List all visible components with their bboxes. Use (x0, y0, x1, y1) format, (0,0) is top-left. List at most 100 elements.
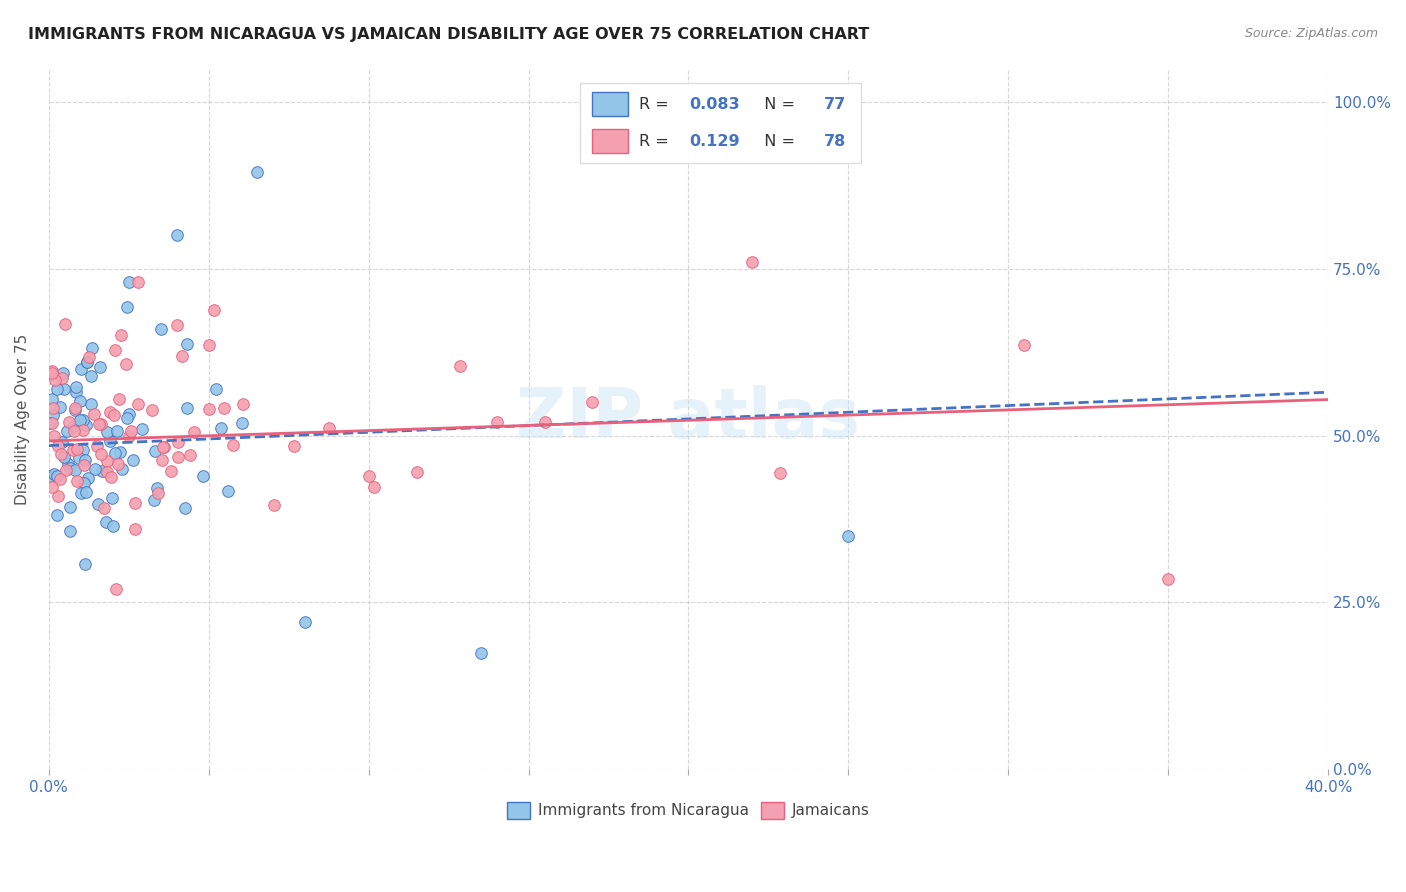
Text: IMMIGRANTS FROM NICARAGUA VS JAMAICAN DISABILITY AGE OVER 75 CORRELATION CHART: IMMIGRANTS FROM NICARAGUA VS JAMAICAN DI… (28, 27, 869, 42)
Point (58, 457, 80, 471)
Point (41, 408, 63, 422)
Point (283, 439, 305, 453)
Bar (592, 92, 628, 116)
Point (52, 382, 75, 396)
Point (86, 439, 108, 453)
Point (100, 469, 122, 483)
Point (166, 450, 188, 465)
Point (59, 524, 82, 539)
Point (77, 350, 100, 364)
Point (93, 500, 115, 515)
Point (73, 453, 96, 467)
Point (46, 489, 69, 503)
Point (837, 529, 859, 543)
Point (41, 417, 63, 431)
Point (231, 416, 253, 430)
Point (470, 646, 492, 660)
Bar (592, 129, 628, 153)
Point (318, 420, 340, 434)
Point (62, 442, 84, 457)
Point (56, 424, 79, 438)
Point (63, 418, 86, 433)
Point (110, 328, 132, 343)
Point (49, 472, 72, 486)
Point (96, 453, 118, 467)
Point (72, 423, 94, 437)
Point (76, 355, 98, 369)
Point (98, 405, 121, 419)
Point (51, 371, 73, 385)
Point (741, 255, 763, 269)
Point (146, 486, 169, 500)
Point (217, 484, 239, 499)
Text: 77: 77 (824, 97, 846, 112)
Point (80, 368, 103, 383)
Point (42, 401, 65, 416)
Point (75, 485, 97, 500)
Point (44, 373, 66, 387)
Point (769, 466, 792, 480)
Text: Source: ZipAtlas.com: Source: ZipAtlas.com (1244, 27, 1378, 40)
Point (63, 402, 86, 417)
Point (107, 392, 129, 407)
Point (58, 415, 80, 429)
Text: N =: N = (754, 97, 800, 112)
Point (166, 228, 188, 243)
Point (51, 447, 73, 461)
Point (46, 508, 69, 522)
Point (143, 444, 166, 458)
Point (191, 469, 214, 483)
Point (86, 498, 108, 512)
Point (83, 407, 105, 421)
Point (197, 338, 219, 352)
Point (69, 394, 91, 409)
Point (69, 362, 91, 376)
Point (69, 486, 91, 500)
Point (107, 457, 129, 471)
Text: ZIP atlas: ZIP atlas (516, 385, 860, 452)
Point (73, 458, 96, 473)
Point (104, 446, 127, 460)
Point (105, 424, 128, 438)
Point (533, 415, 555, 429)
Point (39, 416, 62, 430)
Point (152, 440, 174, 454)
Point (108, 444, 131, 458)
Point (41, 366, 63, 380)
Point (142, 493, 165, 508)
Point (118, 407, 141, 421)
Point (96, 516, 118, 530)
Point (449, 359, 471, 373)
Point (1157, 572, 1180, 586)
Point (160, 464, 183, 478)
Point (103, 409, 125, 423)
Point (146, 481, 169, 495)
Point (197, 401, 219, 416)
Point (72, 413, 94, 427)
Point (232, 397, 254, 411)
Point (294, 615, 316, 630)
Point (115, 357, 138, 371)
Point (53, 318, 76, 332)
Point (167, 435, 190, 450)
Point (127, 397, 149, 411)
Point (45, 469, 67, 483)
Point (65, 385, 87, 400)
Point (127, 275, 149, 289)
Point (120, 425, 142, 439)
Point (65, 442, 87, 457)
Point (357, 468, 380, 483)
Point (65, 474, 87, 488)
Point (214, 401, 236, 415)
Point (166, 318, 188, 333)
Point (80, 397, 103, 411)
Point (131, 422, 153, 436)
Point (67, 450, 90, 465)
Point (170, 349, 193, 363)
Point (246, 165, 269, 179)
Point (179, 448, 201, 462)
Point (73, 476, 96, 491)
Point (73, 557, 96, 571)
Point (89, 359, 111, 374)
Point (581, 395, 603, 409)
